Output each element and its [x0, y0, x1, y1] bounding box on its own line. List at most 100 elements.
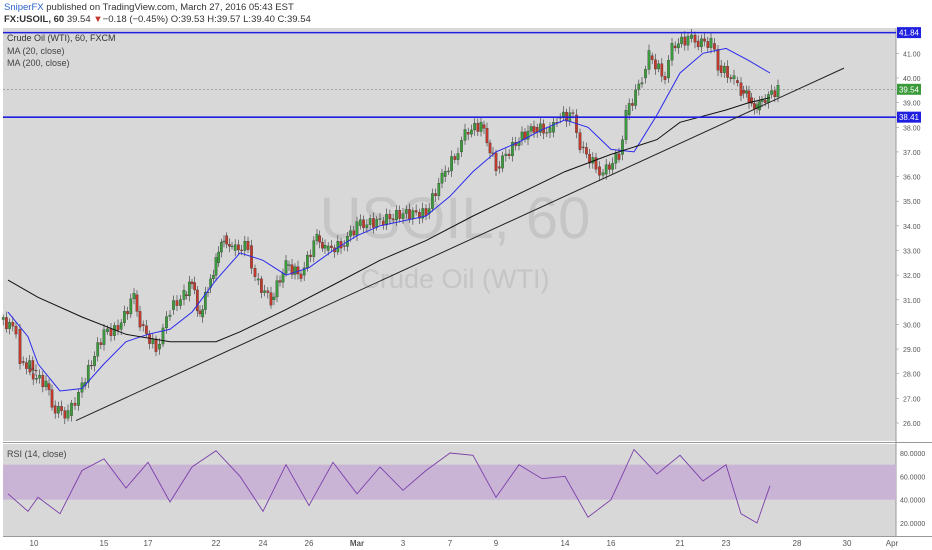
candle [96, 342, 100, 357]
candle [644, 69, 647, 79]
candle [214, 257, 218, 276]
price-change: −0.18 (−0.45%) [102, 14, 169, 25]
candle [309, 254, 312, 257]
candle [193, 282, 197, 291]
author-link[interactable]: SniperFX [4, 2, 44, 13]
candle [381, 220, 385, 226]
candle [453, 156, 457, 160]
time-tick-label: 26 [305, 539, 314, 548]
price-tick-label: 28.00 [903, 372, 921, 379]
candle [198, 310, 202, 315]
candle [138, 311, 142, 328]
resistance-badge: 41.84 [897, 27, 921, 39]
rsi-axis-labels: 80.0000 60.0000 40.0000 20.0000 [900, 451, 925, 528]
candle [253, 268, 257, 277]
candle [497, 166, 501, 169]
candle [219, 241, 223, 253]
candle [447, 170, 450, 172]
candle [44, 380, 48, 388]
candle [230, 245, 234, 247]
candle [57, 406, 60, 414]
candle [434, 193, 437, 197]
price-tick-label: 36.00 [903, 175, 921, 182]
candle [776, 85, 780, 98]
candle [284, 260, 288, 274]
candle [686, 35, 690, 46]
price-tick-label: 27.00 [903, 396, 921, 403]
ma20-legend[interactable]: MA (20, close) [7, 46, 65, 56]
candle [585, 147, 588, 155]
candle [654, 59, 657, 70]
time-tick-label: 24 [259, 539, 268, 548]
candle [190, 281, 194, 284]
ma200-line[interactable] [7, 97, 771, 343]
candle [758, 101, 761, 111]
candle [269, 292, 273, 306]
candle [93, 356, 96, 367]
candle [123, 311, 126, 323]
rsi-tick-label: 40.0000 [900, 498, 925, 505]
candle [637, 83, 641, 90]
candle [28, 368, 32, 373]
candle [719, 65, 723, 73]
candle [14, 326, 18, 335]
candle [272, 296, 276, 300]
candle [315, 233, 319, 241]
candle [437, 183, 441, 197]
resistance-price-label: 41.84 [899, 29, 920, 38]
candle [5, 317, 8, 329]
candle [34, 370, 38, 372]
rsi-tick-label: 60.0000 [900, 474, 925, 481]
candle [151, 338, 155, 344]
candle [246, 241, 250, 250]
candle [99, 342, 103, 345]
candle [25, 362, 28, 369]
rsi-title[interactable]: RSI (14, close) [7, 449, 67, 459]
time-tick-label: 9 [494, 539, 499, 548]
candle [571, 112, 575, 114]
candle [723, 66, 726, 73]
time-tick-label: 7 [448, 539, 453, 548]
time-tick-label: 3 [401, 539, 406, 548]
candle [1, 317, 5, 320]
price-chart[interactable]: USOIL, 60 Crude Oil (WTI) Crude Oil (WTI… [0, 26, 932, 550]
candle [116, 325, 120, 331]
candle [53, 405, 57, 414]
candle [31, 360, 35, 371]
candle [35, 378, 38, 380]
rsi-line[interactable] [7, 448, 771, 524]
time-tick-label: 21 [676, 539, 685, 548]
candle [501, 155, 504, 169]
candle [670, 42, 674, 61]
candle [578, 132, 582, 150]
candle [293, 266, 297, 275]
trend-line[interactable] [75, 67, 845, 421]
published-text: published on TradingView.com, March 27, … [46, 2, 294, 13]
candle [473, 123, 476, 131]
main-pane[interactable] [3, 28, 896, 441]
candle [627, 103, 631, 116]
candle [520, 131, 524, 140]
ma200-legend[interactable]: MA (200, close) [7, 58, 70, 68]
candle [106, 328, 109, 332]
time-axis-labels: 10 15 17 22 24 26 Mar 3 7 9 14 16 21 23 28 30 Apr [30, 539, 899, 548]
candle [539, 123, 542, 133]
symbol-label[interactable]: FX:USOIL, 60 [4, 14, 65, 25]
candle [460, 140, 463, 153]
candle [227, 244, 231, 247]
candle [275, 280, 279, 298]
ma20-line[interactable] [7, 47, 771, 392]
candle [604, 164, 608, 175]
candle [713, 43, 716, 50]
candle [411, 210, 415, 220]
candle [594, 157, 598, 170]
candle [742, 90, 746, 94]
candle [365, 224, 369, 228]
candle [47, 383, 51, 390]
candle [129, 298, 133, 315]
candle [168, 314, 172, 317]
candle [342, 245, 346, 247]
ohlc-values: O:39.53 H:39.57 L:39.40 C:39.54 [170, 14, 311, 25]
last-price: 39.54 [66, 14, 91, 25]
candle [621, 139, 624, 155]
